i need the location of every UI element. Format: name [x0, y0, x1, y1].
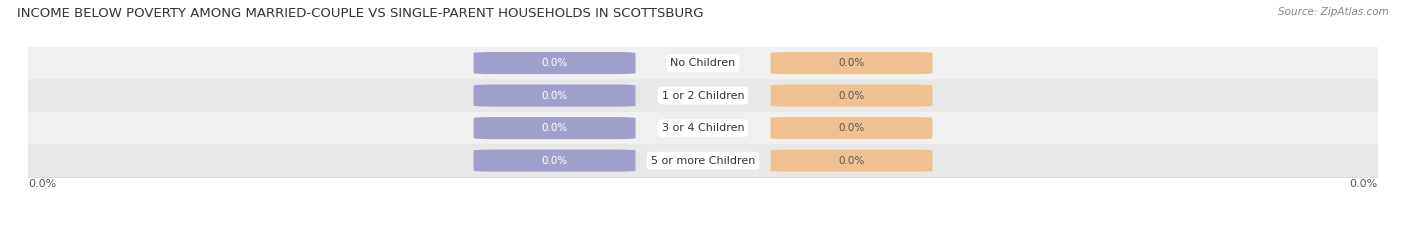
- Text: INCOME BELOW POVERTY AMONG MARRIED-COUPLE VS SINGLE-PARENT HOUSEHOLDS IN SCOTTSB: INCOME BELOW POVERTY AMONG MARRIED-COUPL…: [17, 7, 703, 20]
- Text: 1 or 2 Children: 1 or 2 Children: [662, 91, 744, 101]
- FancyBboxPatch shape: [770, 150, 932, 172]
- Text: 0.0%: 0.0%: [838, 156, 865, 166]
- FancyBboxPatch shape: [474, 117, 636, 139]
- Text: 0.0%: 0.0%: [838, 91, 865, 101]
- FancyBboxPatch shape: [474, 85, 636, 107]
- Text: 0.0%: 0.0%: [541, 123, 568, 133]
- Text: 0.0%: 0.0%: [541, 156, 568, 166]
- Bar: [28, 79, 1378, 112]
- FancyBboxPatch shape: [474, 150, 636, 172]
- Text: Source: ZipAtlas.com: Source: ZipAtlas.com: [1278, 7, 1389, 17]
- Bar: [28, 112, 1378, 144]
- Text: 0.0%: 0.0%: [1350, 179, 1378, 189]
- FancyBboxPatch shape: [770, 52, 932, 74]
- Text: 0.0%: 0.0%: [541, 91, 568, 101]
- Bar: [28, 144, 1378, 177]
- FancyBboxPatch shape: [770, 117, 932, 139]
- FancyBboxPatch shape: [770, 85, 932, 107]
- Text: No Children: No Children: [671, 58, 735, 68]
- FancyBboxPatch shape: [474, 52, 636, 74]
- Text: 0.0%: 0.0%: [838, 58, 865, 68]
- Text: 0.0%: 0.0%: [541, 58, 568, 68]
- Text: 5 or more Children: 5 or more Children: [651, 156, 755, 166]
- Bar: [28, 47, 1378, 79]
- Text: 3 or 4 Children: 3 or 4 Children: [662, 123, 744, 133]
- Text: 0.0%: 0.0%: [28, 179, 56, 189]
- Text: 0.0%: 0.0%: [838, 123, 865, 133]
